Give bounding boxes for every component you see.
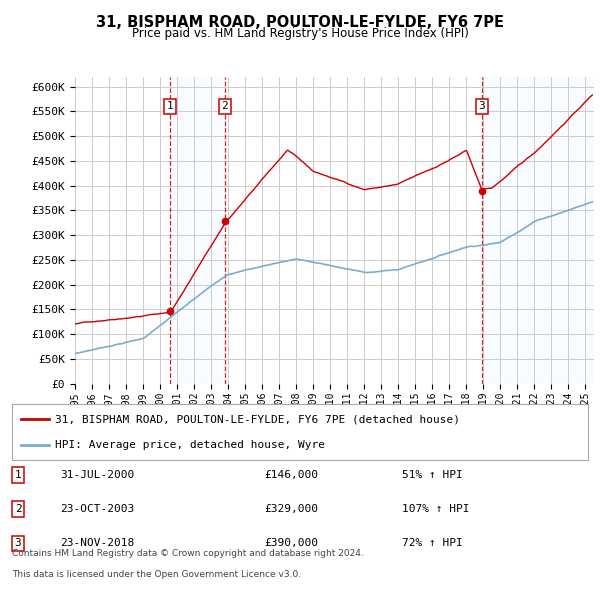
Text: 2: 2: [14, 504, 22, 514]
Text: 107% ↑ HPI: 107% ↑ HPI: [402, 504, 470, 514]
Text: 31-JUL-2000: 31-JUL-2000: [60, 470, 134, 480]
Text: 3: 3: [478, 101, 485, 112]
Text: 31, BISPHAM ROAD, POULTON-LE-FYLDE, FY6 7PE (detached house): 31, BISPHAM ROAD, POULTON-LE-FYLDE, FY6 …: [55, 414, 460, 424]
Text: 51% ↑ HPI: 51% ↑ HPI: [402, 470, 463, 480]
Text: This data is licensed under the Open Government Licence v3.0.: This data is licensed under the Open Gov…: [12, 571, 301, 579]
Text: HPI: Average price, detached house, Wyre: HPI: Average price, detached house, Wyre: [55, 440, 325, 450]
Text: 1: 1: [14, 470, 22, 480]
Text: 3: 3: [14, 539, 22, 548]
Text: 2: 2: [221, 101, 228, 112]
Text: Price paid vs. HM Land Registry's House Price Index (HPI): Price paid vs. HM Land Registry's House …: [131, 27, 469, 40]
Text: £329,000: £329,000: [264, 504, 318, 514]
Text: 72% ↑ HPI: 72% ↑ HPI: [402, 539, 463, 548]
Text: 31, BISPHAM ROAD, POULTON-LE-FYLDE, FY6 7PE: 31, BISPHAM ROAD, POULTON-LE-FYLDE, FY6 …: [96, 15, 504, 30]
Text: £146,000: £146,000: [264, 470, 318, 480]
Bar: [482, 77, 594, 384]
Text: Contains HM Land Registry data © Crown copyright and database right 2024.: Contains HM Land Registry data © Crown c…: [12, 549, 364, 558]
Text: 23-NOV-2018: 23-NOV-2018: [60, 539, 134, 548]
Text: 1: 1: [167, 101, 173, 112]
Text: £390,000: £390,000: [264, 539, 318, 548]
Text: 23-OCT-2003: 23-OCT-2003: [60, 504, 134, 514]
Bar: [170, 77, 225, 384]
